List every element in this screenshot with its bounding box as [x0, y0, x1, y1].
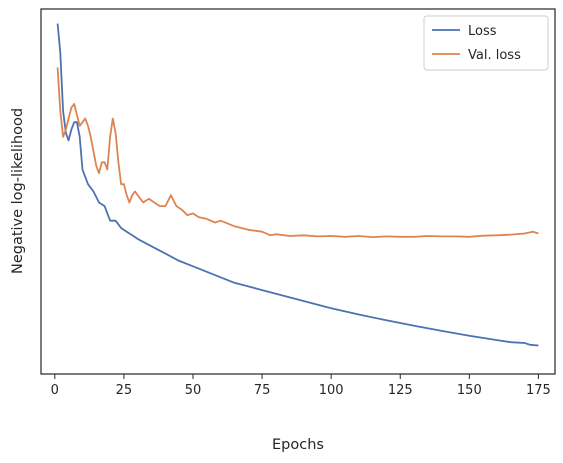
- series-line-val-loss: [56, 67, 539, 238]
- x-tick-label: 25: [116, 383, 133, 398]
- plot-frame: [40, 8, 556, 375]
- x-ticks: 0 25 50 75 100 125 150 175: [51, 374, 551, 398]
- x-tick-label: 150: [457, 383, 482, 398]
- series-lines: [56, 23, 539, 347]
- x-tick-label: 75: [254, 383, 271, 398]
- y-axis-label: Negative log-likelihood: [10, 108, 26, 274]
- legend-label-loss: Loss: [468, 24, 497, 39]
- x-tick-label: 125: [388, 383, 413, 398]
- x-tick-label: 50: [185, 383, 202, 398]
- x-tick-label: 100: [319, 383, 344, 398]
- x-axis-label: Epochs: [272, 437, 324, 453]
- x-tick-label: 175: [526, 383, 551, 398]
- legend-label-val-loss: Val. loss: [468, 48, 521, 63]
- series-line-loss: [56, 23, 539, 347]
- legend: Loss Val. loss: [423, 15, 549, 71]
- x-tick-label: 0: [51, 383, 59, 398]
